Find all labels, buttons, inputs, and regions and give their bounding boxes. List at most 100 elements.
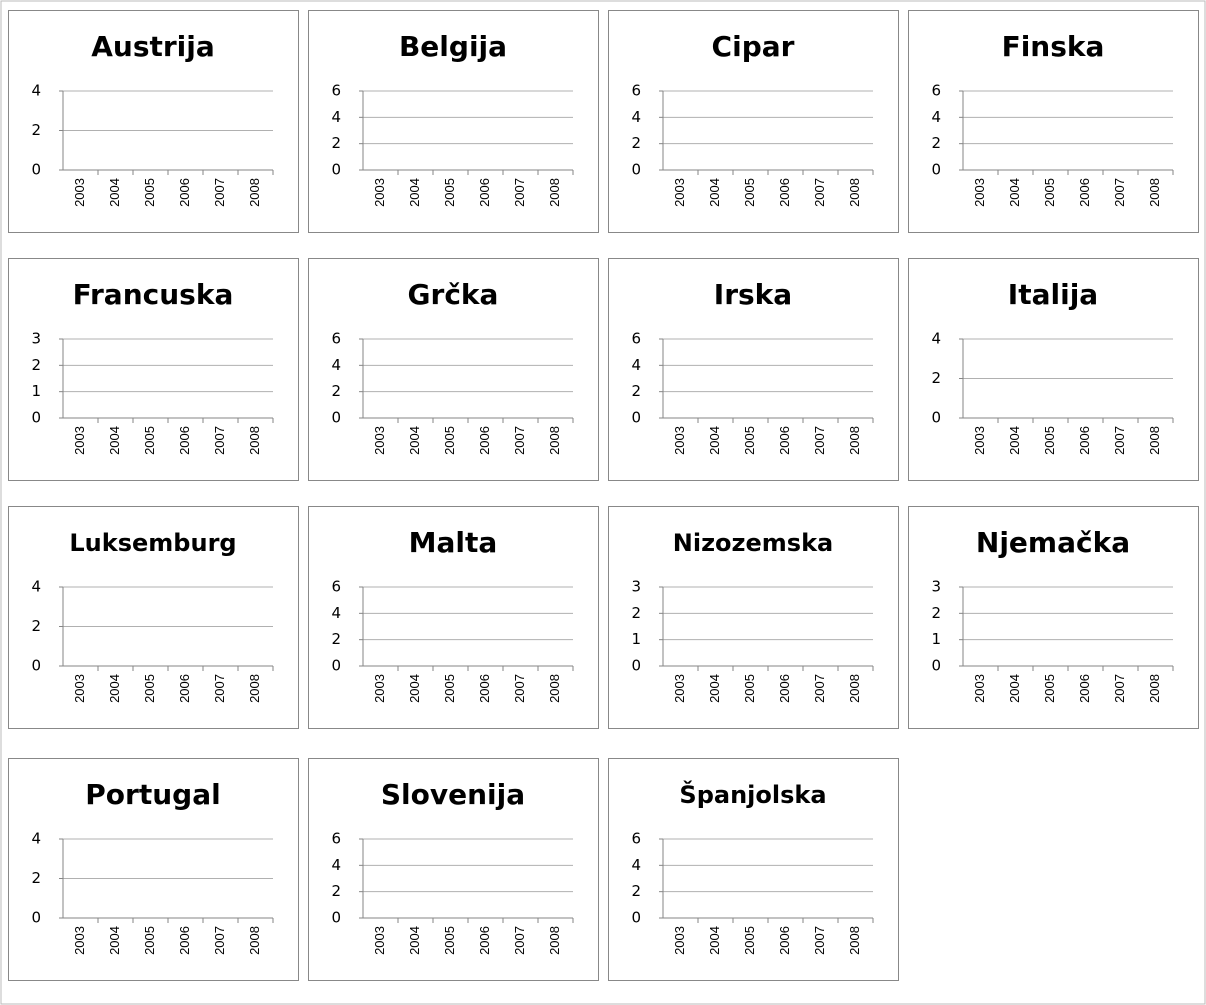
x-tick-label: 2004 — [1007, 674, 1022, 703]
x-tick-label: 2003 — [72, 426, 87, 455]
x-tick-label: 2003 — [972, 426, 987, 455]
y-tick-label: 0 — [31, 909, 41, 927]
x-tick-label: 2006 — [477, 178, 492, 207]
y-tick-label: 2 — [631, 882, 641, 900]
y-tick-label: 6 — [631, 830, 641, 848]
y-tick-label: 4 — [631, 856, 641, 874]
y-tick-label: 2 — [331, 882, 341, 900]
y-tick-label: 2 — [31, 617, 41, 635]
chart-title: Cipar — [712, 30, 795, 63]
panel-border — [608, 10, 899, 233]
x-tick-label: 2004 — [707, 178, 722, 207]
y-tick-label: 6 — [631, 82, 641, 100]
x-tick-label: 2004 — [1007, 178, 1022, 207]
y-tick-label: 6 — [631, 330, 641, 348]
y-tick-label: 1 — [631, 630, 641, 648]
y-tick-label: 4 — [331, 356, 341, 374]
y-tick-label: 4 — [31, 578, 41, 596]
x-tick-label: 2007 — [212, 178, 227, 207]
chart-title: Portugal — [85, 778, 220, 811]
y-tick-label: 2 — [631, 382, 641, 400]
y-tick-label: 0 — [931, 409, 941, 427]
x-tick-label: 2004 — [107, 426, 122, 455]
x-tick-label: 2006 — [777, 426, 792, 455]
panel-border — [8, 258, 299, 481]
x-tick-label: 2005 — [142, 674, 157, 703]
x-tick-label: 2004 — [407, 178, 422, 207]
chart-panel: Italija 0 2 4 2003 2004 2005 2006 2007 2008 — [908, 258, 1199, 481]
y-tick-label: 2 — [931, 134, 941, 152]
y-tick-label: 4 — [631, 108, 641, 126]
panel-border — [308, 506, 599, 729]
chart-title: Slovenija — [381, 778, 525, 811]
x-tick-label: 2005 — [442, 926, 457, 955]
x-tick-label: 2006 — [1077, 674, 1092, 703]
x-tick-label: 2007 — [1112, 426, 1127, 455]
x-tick-label: 2008 — [847, 426, 862, 455]
x-tick-label: 2003 — [72, 178, 87, 207]
y-tick-label: 4 — [331, 604, 341, 622]
x-tick-label: 2004 — [407, 926, 422, 955]
y-tick-label: 4 — [931, 108, 941, 126]
x-tick-label: 2007 — [812, 178, 827, 207]
y-tick-label: 6 — [931, 82, 941, 100]
x-tick-label: 2005 — [142, 178, 157, 207]
x-tick-label: 2006 — [1077, 426, 1092, 455]
x-tick-label: 2008 — [547, 178, 562, 207]
x-tick-label: 2005 — [442, 426, 457, 455]
x-tick-label: 2007 — [812, 926, 827, 955]
y-tick-label: 2 — [631, 134, 641, 152]
x-tick-label: 2003 — [672, 674, 687, 703]
x-tick-label: 2003 — [72, 674, 87, 703]
y-tick-label: 2 — [931, 369, 941, 387]
x-tick-label: 2007 — [812, 674, 827, 703]
x-tick-label: 2006 — [177, 674, 192, 703]
panel-border — [608, 506, 899, 729]
x-tick-label: 2008 — [247, 178, 262, 207]
chart-panel: Njemačka 0 1 2 3 2003 2004 2005 2006 2007 2008 — [908, 506, 1199, 729]
panel-border — [908, 258, 1199, 481]
x-tick-label: 2006 — [477, 926, 492, 955]
y-tick-label: 0 — [31, 161, 41, 179]
y-tick-label: 0 — [631, 909, 641, 927]
y-tick-label: 0 — [331, 909, 341, 927]
panel-border — [8, 506, 299, 729]
y-tick-label: 0 — [331, 657, 341, 675]
y-tick-label: 1 — [31, 382, 41, 400]
x-tick-label: 2006 — [477, 426, 492, 455]
y-tick-label: 0 — [631, 409, 641, 427]
x-tick-label: 2008 — [847, 674, 862, 703]
x-tick-label: 2005 — [1042, 674, 1057, 703]
chart-panel: Francuska 0 1 2 3 2003 2004 2005 2006 2007 2008 — [8, 258, 299, 481]
x-tick-label: 2003 — [972, 674, 987, 703]
y-tick-label: 4 — [631, 356, 641, 374]
chart-panel: Nizozemska 0 1 2 3 2003 2004 2005 2006 2007 2008 — [608, 506, 899, 729]
y-tick-label: 6 — [331, 82, 341, 100]
x-tick-label: 2004 — [407, 674, 422, 703]
panel-border — [608, 758, 899, 981]
x-tick-label: 2004 — [707, 926, 722, 955]
x-tick-label: 2008 — [547, 926, 562, 955]
x-tick-label: 2005 — [742, 178, 757, 207]
y-tick-label: 0 — [631, 161, 641, 179]
x-tick-label: 2007 — [812, 426, 827, 455]
y-tick-label: 0 — [31, 409, 41, 427]
chart-panel: Cipar 0 2 4 6 2003 2004 2005 2006 2007 2008 — [608, 10, 899, 233]
x-tick-label: 2008 — [247, 426, 262, 455]
y-tick-label: 4 — [331, 108, 341, 126]
chart-panel: Grčka 0 2 4 6 2003 2004 2005 2006 2007 2008 — [308, 258, 599, 481]
x-tick-label: 2003 — [672, 926, 687, 955]
y-tick-label: 2 — [31, 869, 41, 887]
y-tick-label: 0 — [931, 657, 941, 675]
x-tick-label: 2005 — [742, 674, 757, 703]
chart-title: Malta — [409, 526, 498, 559]
y-tick-label: 3 — [31, 330, 41, 348]
y-tick-label: 4 — [331, 856, 341, 874]
chart-panel: Luksemburg 0 2 4 2003 2004 2005 2006 2007 2008 — [8, 506, 299, 729]
x-tick-label: 2005 — [142, 426, 157, 455]
x-tick-label: 2006 — [777, 926, 792, 955]
x-tick-label: 2007 — [512, 926, 527, 955]
x-tick-label: 2008 — [247, 674, 262, 703]
x-tick-label: 2004 — [107, 926, 122, 955]
